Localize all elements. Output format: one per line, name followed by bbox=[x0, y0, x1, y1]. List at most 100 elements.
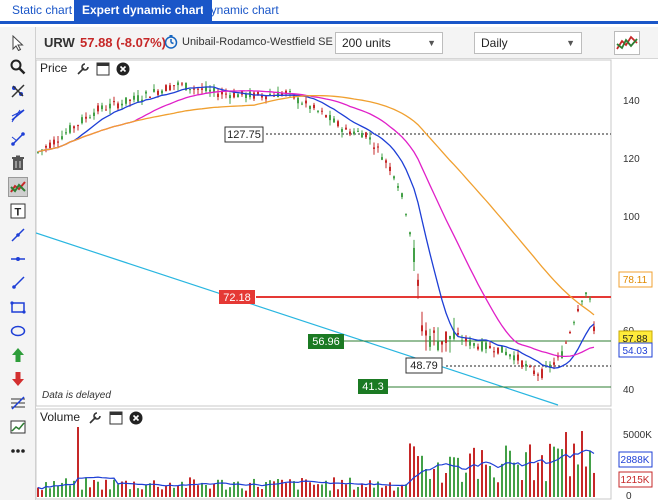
candle-body bbox=[313, 104, 315, 109]
trendline-icon[interactable] bbox=[8, 129, 28, 149]
candle-body bbox=[569, 331, 571, 334]
maximize-icon[interactable] bbox=[96, 62, 110, 76]
cursor-icon[interactable] bbox=[8, 33, 28, 53]
volume-bar bbox=[489, 465, 491, 497]
volume-bar bbox=[409, 443, 411, 497]
zoom-icon[interactable] bbox=[8, 57, 28, 77]
chart-type-icon[interactable] bbox=[8, 177, 28, 197]
volume-ma-line[interactable] bbox=[37, 449, 595, 490]
volume-bar bbox=[101, 489, 103, 497]
units-select[interactable]: 200 units ▼ bbox=[335, 32, 443, 54]
volume-bar bbox=[537, 462, 539, 497]
candle-body bbox=[309, 106, 311, 109]
arrow-up-icon[interactable] bbox=[8, 345, 28, 365]
price-panel-header: Price bbox=[38, 61, 130, 79]
candle-body bbox=[153, 89, 155, 92]
volume-bar bbox=[405, 484, 407, 497]
close-icon[interactable] bbox=[129, 411, 143, 425]
candle-body bbox=[133, 95, 135, 100]
volume-ma-value: 2888K bbox=[621, 455, 650, 466]
candle-body bbox=[449, 335, 451, 339]
cyan-trendline[interactable] bbox=[36, 232, 559, 406]
line-icon[interactable] bbox=[8, 225, 28, 245]
volume-bar bbox=[301, 478, 303, 497]
volume-bar bbox=[229, 487, 231, 497]
volume-bar bbox=[113, 479, 115, 497]
candle-body bbox=[325, 115, 327, 118]
level-label-41[interactable]: 41.3 bbox=[358, 379, 388, 394]
ellipse-icon[interactable] bbox=[8, 321, 28, 341]
volume-bar bbox=[437, 462, 439, 497]
tab-expert-dynamic-chart[interactable]: Expert dynamic chart bbox=[74, 0, 213, 21]
more-icon[interactable] bbox=[8, 441, 28, 461]
candle-body bbox=[361, 133, 363, 138]
indicators-icon[interactable] bbox=[614, 31, 640, 58]
candle-body bbox=[321, 110, 323, 112]
volume-bar bbox=[121, 481, 123, 497]
wrench-icon[interactable] bbox=[76, 62, 90, 76]
candle-body bbox=[161, 90, 163, 94]
volume-bar bbox=[81, 489, 83, 497]
candle-body bbox=[97, 105, 99, 112]
candle-body bbox=[201, 88, 203, 90]
candle-body bbox=[553, 362, 555, 365]
volume-bar bbox=[397, 487, 399, 497]
candle-body bbox=[497, 347, 499, 354]
level-label-48[interactable]: 48.79 bbox=[405, 357, 443, 374]
tab-static-chart[interactable]: Static chart bbox=[12, 3, 73, 17]
candle-body bbox=[525, 364, 527, 367]
volume-bar bbox=[469, 453, 471, 497]
chart-settings-icon[interactable] bbox=[8, 417, 28, 437]
volume-bar bbox=[145, 484, 147, 497]
candle-body bbox=[125, 97, 127, 104]
candle-body bbox=[213, 87, 215, 93]
level-label-56[interactable]: 56.96 bbox=[308, 334, 344, 349]
maximize-icon[interactable] bbox=[109, 411, 123, 425]
volume-bar bbox=[197, 485, 199, 497]
candle-body bbox=[289, 91, 291, 93]
volume-bar bbox=[129, 489, 131, 497]
ma-fast-value: 54.03 bbox=[622, 346, 647, 357]
trash-icon[interactable] bbox=[8, 153, 28, 173]
close-icon[interactable] bbox=[116, 62, 130, 76]
volume-bar bbox=[549, 443, 551, 497]
ray-icon[interactable] bbox=[8, 273, 28, 293]
volume-bar bbox=[581, 431, 583, 497]
candle-body bbox=[197, 88, 199, 90]
ma-slow-badge bbox=[618, 271, 653, 288]
volume-bar bbox=[525, 452, 527, 497]
tab-dynamic-chart[interactable]: Dynamic chart bbox=[202, 3, 279, 17]
refresh-icon[interactable] bbox=[163, 34, 179, 53]
candle-body bbox=[517, 354, 519, 361]
volume-bar bbox=[41, 490, 43, 497]
level-label-127[interactable]: 127.75 bbox=[224, 126, 264, 143]
period-select[interactable]: Daily ▼ bbox=[474, 32, 582, 54]
chart-area[interactable]: 127.75 72.18 56.96 48.79 41.3 140 120 10… bbox=[36, 59, 658, 500]
text-icon[interactable]: T bbox=[8, 201, 28, 221]
wrench-icon[interactable] bbox=[88, 411, 102, 425]
ma-slow-line[interactable] bbox=[37, 94, 595, 316]
fibonacci-icon[interactable] bbox=[8, 393, 28, 413]
volume-bar bbox=[577, 464, 579, 497]
level-label-text: 41.3 bbox=[362, 381, 383, 393]
hand-icon[interactable] bbox=[8, 81, 28, 101]
candle-body bbox=[117, 103, 119, 109]
horizontal-line-icon[interactable] bbox=[8, 249, 28, 269]
volume-bar bbox=[557, 448, 559, 497]
level-label-72[interactable]: 72.18 bbox=[219, 290, 255, 304]
volume-bar bbox=[457, 457, 459, 497]
candle-body bbox=[37, 151, 39, 153]
candle-body bbox=[465, 337, 467, 342]
volume-tick-label: 0 bbox=[626, 491, 632, 500]
rectangle-icon[interactable] bbox=[8, 297, 28, 317]
candle-body bbox=[573, 322, 575, 324]
arrow-down-icon[interactable] bbox=[8, 369, 28, 389]
candle-body bbox=[513, 355, 515, 361]
volume-bar bbox=[189, 477, 191, 497]
volume-bar bbox=[69, 485, 71, 497]
crosshair-icon[interactable] bbox=[8, 105, 28, 125]
volume-bar bbox=[161, 489, 163, 497]
candle-body bbox=[57, 141, 59, 143]
candle-body bbox=[169, 85, 171, 91]
ma-fast-line[interactable] bbox=[37, 86, 595, 369]
